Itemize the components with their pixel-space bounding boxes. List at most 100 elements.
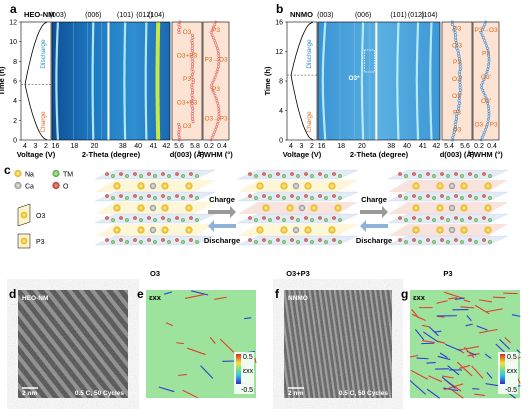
tm-atom [460,240,464,244]
na-atom [256,182,263,189]
charge-label-a: Charge [40,111,47,133]
colorbar-e [236,354,241,384]
y-axis-label-a: Time (h) [0,66,6,96]
xrd-axis-label-b: 2-Theta (degree) [350,150,409,159]
o-atom [454,238,458,242]
o-atom [133,216,137,220]
tm-atom [282,240,286,244]
na-atom [310,204,317,211]
o-atom [276,216,280,220]
discharge-arrow [208,220,236,232]
tm-atom [181,240,185,244]
xrd-tick-b-3: 38 [387,143,395,150]
xrd-peak-stripe [146,22,147,140]
d-tick-b-1: 5.6 [460,143,470,150]
o-atom [175,194,179,198]
o-atom [147,216,151,220]
o-atom [454,172,458,176]
o-atom [119,194,123,198]
o-atom [440,238,444,242]
o-atom [147,238,151,242]
o-atom [262,238,266,242]
o-atom [412,238,416,242]
charge-arrow [208,206,236,218]
y-tick-a-0: 0 [13,138,17,145]
cbar-min-e: -0.5 [241,387,253,394]
tem-sample-d: HEO-NM [22,295,48,302]
tm-atom [282,196,286,200]
d-phase-label-b-3: O3' [452,76,462,83]
legend-dot-tm [52,170,59,177]
xrd-peak-stripe [430,22,431,140]
o-atom [398,238,402,242]
d-phase-label-a-1: O3+P3 [177,100,198,107]
axis-break [375,22,377,140]
voltage-tick-a-1: 3 [34,143,38,150]
charge-label-b: Charge [306,111,313,133]
o-atom [276,194,280,198]
tm-atom [324,218,328,222]
structure-label-0: O3 [150,269,160,278]
strain-streak [417,358,428,359]
discharge-label-b: Discharge [306,39,313,69]
o-atom [426,216,430,220]
o-atom [161,172,165,176]
peak-label-b-1: (006) [355,12,371,19]
tm-atom [460,218,464,222]
o-atom [468,238,472,242]
fwhm-tick-b-1: 0.4 [487,143,497,150]
o-atom [468,172,472,176]
tm-atom [324,174,328,178]
voltage-axis-label-a: Voltage (V) [17,150,56,159]
na-atom [137,204,144,211]
tm-atom [310,240,314,244]
o-atom [426,238,430,242]
ca-atom [299,205,305,211]
legend-dot-na [14,170,21,177]
o-atom [147,194,151,198]
na-atom [137,182,144,189]
peak-label-b-4: (104) [421,12,437,19]
tem-noise [18,290,128,398]
p3-stack-na [21,238,28,245]
y-tick-b-2: 8 [279,79,283,86]
o-atom [332,194,336,198]
voltage-tick-a-0: 4 [23,143,27,150]
na-atom [460,204,467,211]
tm-atom [338,174,342,178]
tem-sample-f: NNMO [288,295,308,302]
tm-atom [111,196,115,200]
d-phase-label-b-0: O3 [453,127,462,134]
y-tick-b-3: 12 [275,49,283,56]
o-atom [482,216,486,220]
o-atom [454,216,458,220]
na-atom [412,204,419,211]
o-atom [468,194,472,198]
tm-atom [282,174,286,178]
voltage-tick-b-0: 4 [289,143,293,150]
xrd-peak-stripe [158,22,159,140]
f-phase-label-b-3: O3' [481,98,491,105]
discharge-arrow-label-1: Discharge [356,236,392,245]
o-atom [248,172,252,176]
y-tick-a-6: 12 [9,20,17,27]
o-atom [468,216,472,220]
y-axis-label-b: Time (h) [263,66,272,96]
tem-noise [284,290,392,398]
tm-atom [195,174,199,178]
na-atom [280,226,287,233]
xrd-peak-stripe [93,22,94,140]
na-atom [161,182,168,189]
o-atom [304,172,308,176]
xrd-tick-b-0: 16 [318,143,326,150]
o3-stack-na [21,212,28,219]
o-atom [304,216,308,220]
o-atom [482,194,486,198]
d-phase-label-a-2: P3 [183,76,191,83]
tm-atom [167,218,171,222]
tm-atom [268,174,272,178]
